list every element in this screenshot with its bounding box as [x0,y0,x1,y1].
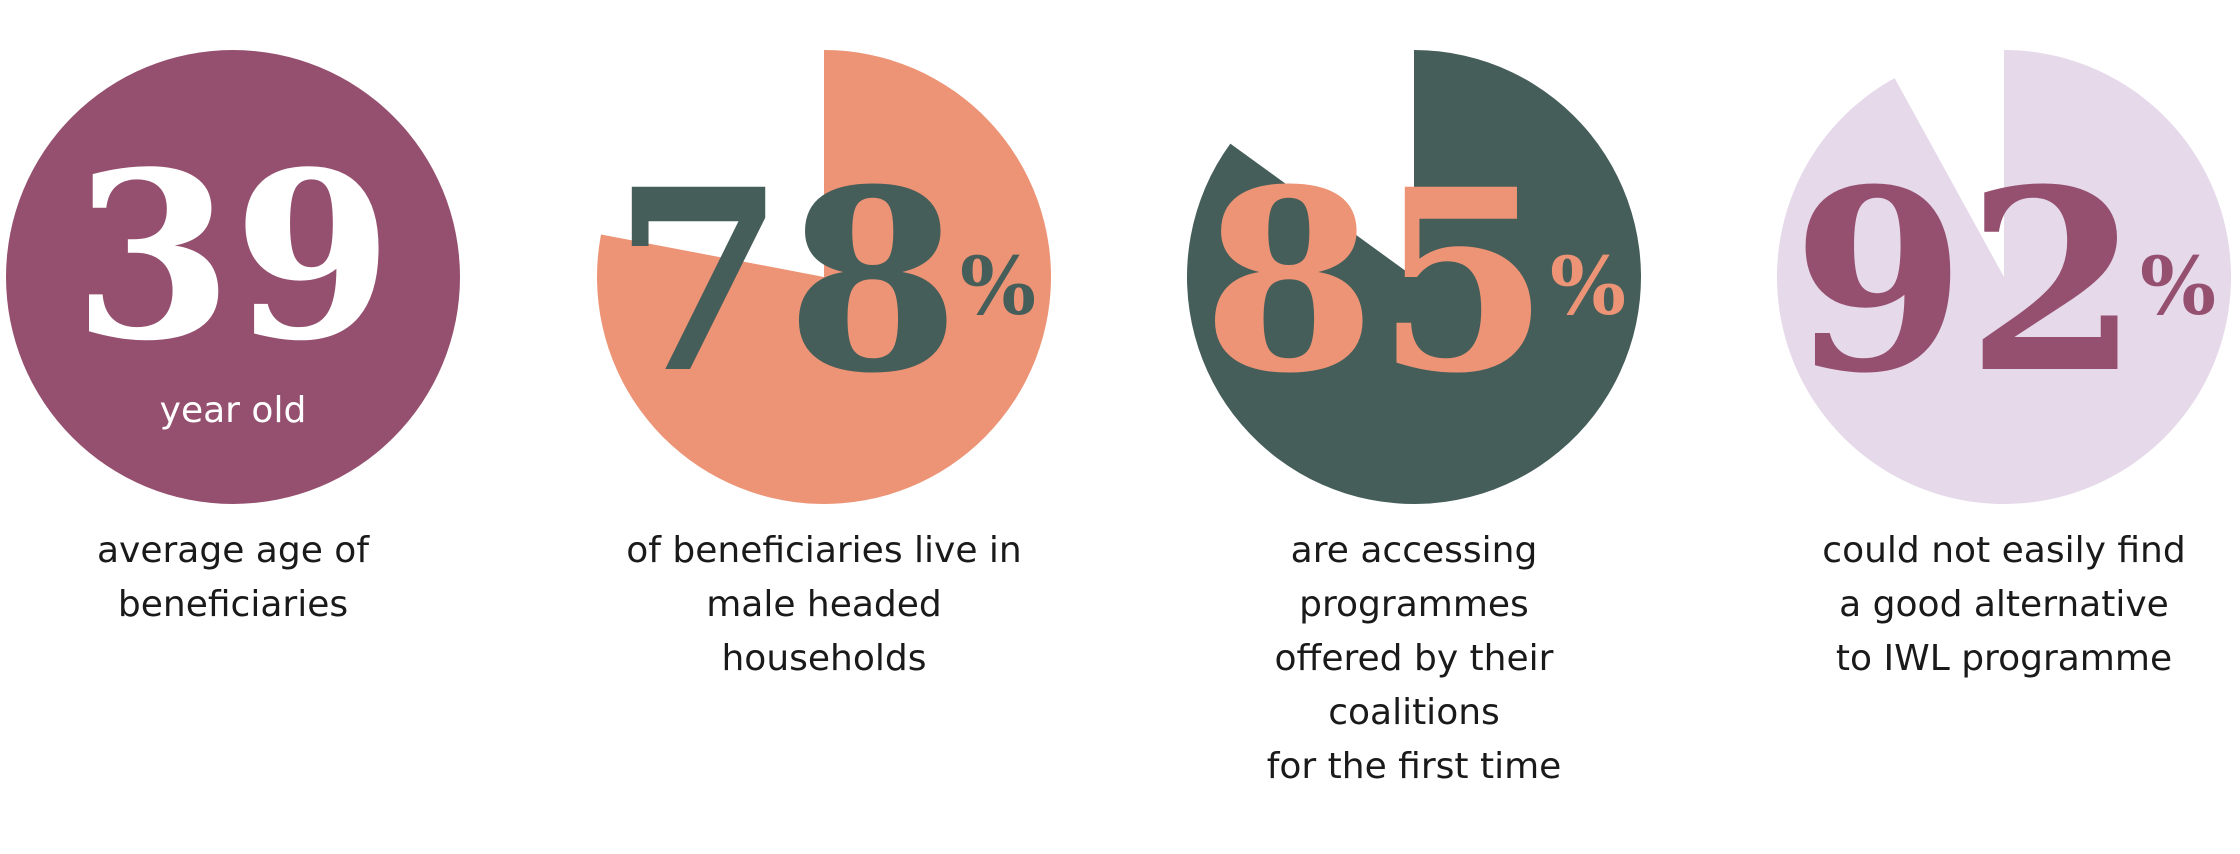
stat-value: 92 [1792,134,2140,428]
caption-line: could not easily find [1822,530,2185,571]
caption-line: programmes [1299,584,1529,625]
caption-line: coalitions [1328,692,1500,733]
stat-number: 92% [1792,134,2216,428]
stat-value: 85 [1202,134,1550,428]
stat-card: 92% could not easily find a good alternati… [1777,50,2231,679]
caption-line: of beneficiaries live in [626,530,1022,571]
stat-number: 39 [73,122,393,392]
pie-sector [597,50,1051,504]
caption-line: for the first time [1267,746,1562,787]
caption-line: beneficiaries [118,584,348,625]
stat-unit: % [2140,239,2216,333]
pie-sector [1187,50,1641,504]
caption-line: households [721,638,926,679]
caption-line: to IWL programme [1836,638,2172,679]
stat-label: year old [160,390,307,431]
stat-value: 78 [612,134,960,428]
stat-circle [6,50,460,504]
stat-number: 78% [612,134,1036,428]
stat-unit: % [1550,239,1626,333]
stat-unit: % [960,239,1036,333]
stat-card: 85% are accessing programmes offered by the… [1187,50,1641,787]
caption-line: male headed [706,584,942,625]
caption-line: offered by their [1275,638,1554,679]
stat-card: 78% of beneficiaries live in male headed ho… [597,50,1051,679]
stat-value: 39 [73,122,393,392]
caption-line: average age of [97,530,370,571]
caption-line: a good alternative [1839,584,2169,625]
caption-line: are accessing [1291,530,1538,571]
pie-sector [1777,50,2231,505]
stat-number: 85% [1202,134,1626,428]
